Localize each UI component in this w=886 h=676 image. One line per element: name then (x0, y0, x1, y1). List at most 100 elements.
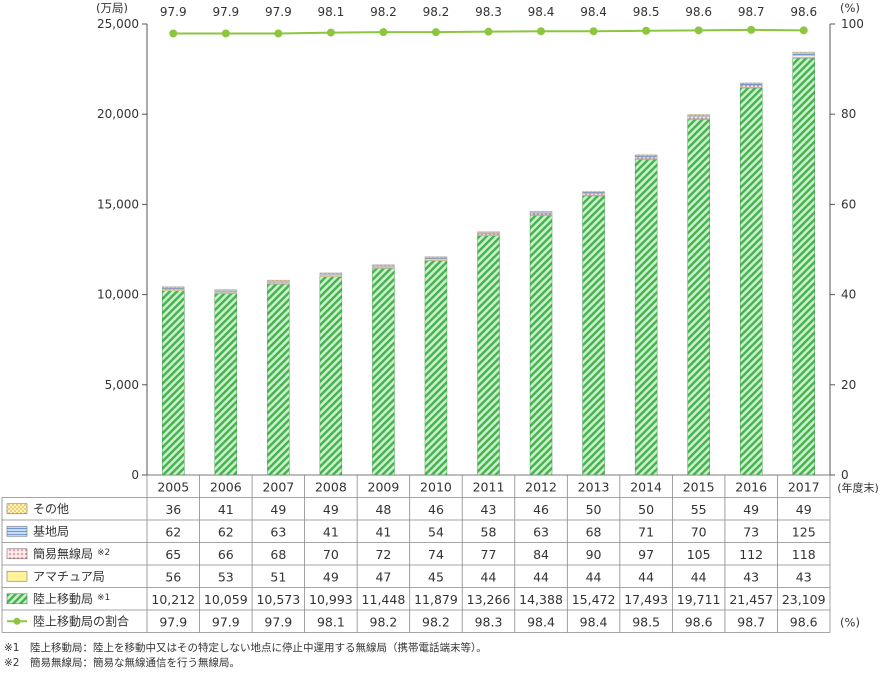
table-cell: 68 (270, 547, 286, 562)
table-cell: 41 (323, 524, 339, 539)
bars-layer (162, 51, 815, 476)
bar-segment-simple-radio (477, 233, 500, 236)
bar-segment-simple-radio (634, 156, 658, 159)
x-tick-label: 2010 (420, 479, 452, 494)
bar-segment-land-mobile (267, 284, 290, 476)
table-cell: 84 (533, 547, 549, 562)
ratio-point (169, 29, 178, 38)
y-tick-label-left: 25,000 (97, 17, 139, 31)
table-cell: 98.7 (737, 614, 765, 629)
table-cell: 98.6 (685, 614, 713, 629)
bar-segment-land-mobile (477, 235, 500, 476)
table-cell: 54 (428, 524, 444, 539)
ratio-point (326, 28, 335, 37)
bar-segment-land-mobile (529, 215, 553, 476)
bar-segment-other (634, 154, 658, 156)
table-cell: 14,388 (519, 592, 563, 607)
table-cell: 62 (165, 524, 181, 539)
legend-swatch (6, 593, 28, 605)
ratio-point (274, 29, 283, 38)
x-tick-label: 2012 (525, 479, 557, 494)
table-cell: 72 (375, 547, 391, 562)
y-tick-label-right: 80 (841, 107, 856, 121)
table-cell: 56 (165, 569, 181, 584)
table-cell: 21,457 (729, 592, 773, 607)
table-cell: 98.2 (370, 614, 398, 629)
table-cell: 98.1 (317, 614, 345, 629)
table-cell: 98.4 (527, 614, 555, 629)
bar-segment-land-mobile (739, 87, 763, 476)
table-cell: 105 (687, 547, 711, 562)
ratio-point (694, 26, 703, 35)
bar-segment-simple-radio (424, 258, 448, 261)
table-cell: 63 (533, 524, 549, 539)
table-cell: 43 (743, 569, 759, 584)
bar-segment-simple-radio (687, 116, 710, 119)
table-cell: 10,573 (256, 592, 300, 607)
table-cell: 49 (270, 502, 286, 517)
table-cell: 47 (375, 569, 391, 584)
bar-segment-other (372, 264, 395, 266)
bar-segment-land-mobile (162, 290, 185, 476)
x-tick-label: 2006 (210, 479, 242, 494)
y-tick-label-right: 60 (841, 197, 856, 211)
ratio-data-label: 98.2 (370, 5, 397, 19)
bar-segment-simple-radio (582, 193, 605, 196)
y-tick-label-left: 15,000 (97, 197, 139, 211)
bar-segment-other (792, 51, 815, 54)
bar-segment-other (319, 272, 343, 274)
y-tick-label-right: 20 (841, 378, 856, 392)
legend-swatch (6, 548, 28, 560)
table-cell: 68 (586, 524, 602, 539)
bar-segment-other (424, 256, 448, 258)
ratio-point (799, 26, 808, 35)
y-tick-label-right: 0 (841, 468, 849, 482)
table-cell: 49 (796, 502, 812, 517)
table-cell: 49 (323, 569, 339, 584)
bar-segment-other (739, 82, 763, 85)
bar-segment-land-mobile (687, 119, 710, 476)
table-cell: 45 (428, 569, 444, 584)
table-cell: 23,109 (782, 592, 826, 607)
bar-segment-other (477, 231, 500, 233)
table-cell: 49 (743, 502, 759, 517)
legend-note: ※2 (97, 548, 110, 558)
footnote-2: ※2 簡易無線局：簡易な無線通信を行う無線局。 (4, 657, 240, 669)
table-cell: 50 (638, 502, 654, 517)
bar-segment-land-mobile (424, 260, 448, 476)
y-tick-label-left: 10,000 (97, 288, 139, 302)
bar-segment-other (582, 191, 605, 193)
table-cell: 10,993 (309, 592, 353, 607)
table-cell: 41 (218, 502, 234, 517)
table-cell: 58 (481, 524, 497, 539)
ratio-data-label: 98.7 (738, 5, 765, 19)
legend-label: 簡易無線局 (33, 546, 93, 561)
bar-segment-other (162, 286, 185, 288)
footnotes: ※1 陸上移動局：陸上を移動中又はその特定しない地点に停止中運用する無線局（携帯… (4, 641, 487, 671)
table-cell: 10,212 (151, 592, 195, 607)
table-cell: 63 (270, 524, 286, 539)
table-cell: 97.9 (264, 614, 292, 629)
ratio-point (537, 27, 546, 36)
x-tick-label: 2008 (315, 479, 347, 494)
y-tick-label-left: 5,000 (105, 378, 139, 392)
bar-segment-other (687, 114, 710, 116)
ratio-point (484, 27, 493, 36)
y-tick-label-left: 0 (131, 468, 139, 482)
legend-label: アマチュア局 (33, 569, 105, 583)
x-tick-label: 2017 (788, 479, 820, 494)
table-cell: 49 (323, 502, 339, 517)
ratio-data-label: 98.3 (475, 5, 502, 19)
bar-segment-land-mobile (214, 293, 238, 476)
table-cell: 65 (165, 547, 181, 562)
table-cell: 112 (739, 547, 763, 562)
table-cell: 118 (792, 547, 816, 562)
y-axis-unit-left: (万局) (96, 1, 128, 15)
table-cell: 73 (743, 524, 759, 539)
bar-segment-simple-radio (792, 55, 815, 58)
table-cell: 41 (375, 524, 391, 539)
y-tick-label-left: 20,000 (97, 107, 139, 121)
table-cell: 77 (481, 547, 497, 562)
x-tick-label: 2014 (630, 479, 662, 494)
table-cell: 66 (218, 547, 234, 562)
